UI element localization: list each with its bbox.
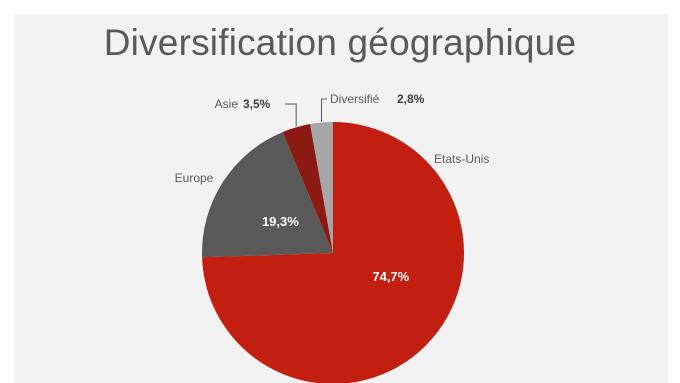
data-label-value-diversifie: 2,8% bbox=[397, 92, 425, 106]
data-label-value-etats-unis: 74,7% bbox=[372, 269, 409, 284]
pie-slices bbox=[201, 122, 464, 383]
data-label-name-europe: Europe bbox=[175, 171, 214, 185]
pie-slice-europe bbox=[201, 132, 333, 258]
data-label-name-diversifie: Diversifié bbox=[330, 92, 380, 106]
data-label-name-etats-unis: Etats-Unis bbox=[434, 152, 489, 166]
leader-line-asie bbox=[285, 103, 297, 127]
pie-slice-diversifie bbox=[310, 122, 333, 253]
leader-line-diversifie bbox=[321, 98, 327, 122]
data-labels: 74,7% Etats-Unis 19,3% Europe Asie 3,5% Divers… bbox=[175, 92, 490, 284]
leader-lines bbox=[285, 98, 327, 127]
data-label-name-asie: Asie bbox=[215, 97, 239, 111]
pie-slice-etats-unis bbox=[202, 122, 464, 383]
chart-title: Diversification géographique bbox=[103, 22, 577, 63]
data-label-value-asie: 3,5% bbox=[243, 97, 271, 111]
pie-slice-asie bbox=[282, 124, 333, 253]
data-label-value-europe: 19,3% bbox=[262, 214, 299, 229]
